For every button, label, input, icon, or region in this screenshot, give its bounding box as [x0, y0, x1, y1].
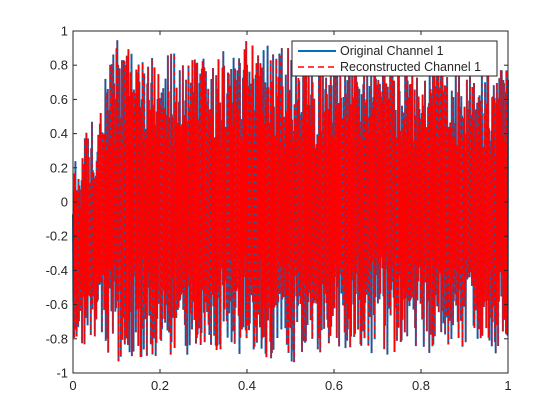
- x-tick-label: 0.4: [238, 378, 256, 393]
- legend-label-original: Original Channel 1: [340, 44, 444, 58]
- x-tick-label: 0: [69, 378, 76, 393]
- series-line-reconstructed: [72, 40, 509, 363]
- y-tick-label: 0: [61, 195, 68, 210]
- y-tick-label: -1: [56, 366, 68, 381]
- y-tick-label: -0.8: [46, 331, 68, 346]
- x-tick-label: 0.2: [151, 378, 169, 393]
- series-layer: [72, 40, 509, 363]
- x-axis-ticks: 0 0.2 0.4 0.6 0.8 1: [69, 31, 512, 393]
- y-tick-label: 0.6: [50, 92, 68, 107]
- y-axis-ticks: -1 -0.8 -0.6 -0.4 -0.2 0 0.2 0.4 0.6 0.8 1: [46, 24, 508, 381]
- y-tick-label: -0.4: [46, 263, 68, 278]
- legend: Original Channel 1 Reconstructed Channel…: [291, 40, 498, 77]
- legend-label-reconstructed: Reconstructed Channel 1: [340, 60, 481, 74]
- y-tick-label: 0.4: [50, 126, 68, 141]
- y-tick-label: 0.2: [50, 160, 68, 175]
- y-tick-label: -0.6: [46, 297, 68, 312]
- x-tick-label: 0.8: [412, 378, 430, 393]
- legend-box: [291, 40, 498, 77]
- x-tick-label: 0.6: [325, 378, 343, 393]
- y-tick-label: -0.2: [46, 229, 68, 244]
- y-tick-label: 0.8: [50, 58, 68, 73]
- y-tick-label: 1: [61, 24, 68, 39]
- x-tick-label: 1: [504, 378, 511, 393]
